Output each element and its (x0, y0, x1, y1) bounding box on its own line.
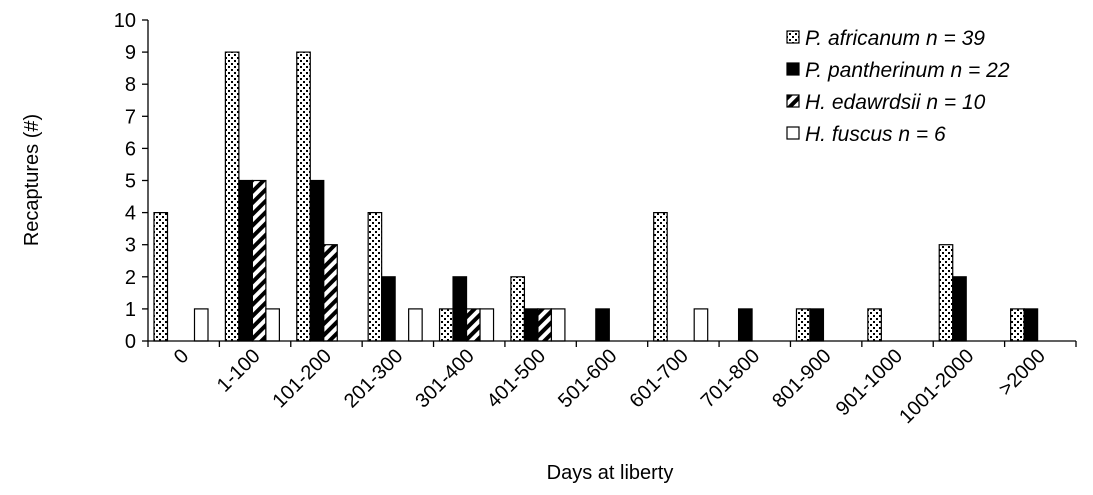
bar-h-edawrdsii-4 (465, 308, 481, 342)
y-tick-label: 2 (125, 267, 136, 289)
y-tick-label: 10 (114, 10, 136, 32)
bar-h-fuscus-3 (408, 308, 423, 342)
bar-p-africanum-5 (510, 276, 526, 342)
x-tick-label: 1001-2000 (895, 345, 978, 428)
legend: P. africanum n = 39 P. pantherinum n = 22… (786, 27, 1010, 146)
bar-h-edawrdsii-1 (251, 179, 267, 342)
bar-p-africanum-7 (653, 212, 668, 342)
x-tick-label: 701-800 (697, 345, 764, 412)
bar-h-fuscus-1 (265, 308, 280, 342)
legend-label: P. pantherinum n = 22 (805, 59, 1010, 82)
x-tick-label: 1-100 (213, 345, 265, 397)
bar-p-africanum-10 (867, 308, 882, 342)
y-axis-title: Recaptures (#) (21, 114, 43, 246)
legend-label: H. edawrdsii n = 10 (805, 91, 986, 114)
x-tick-label: 201-300 (340, 345, 407, 412)
y-tick-label: 7 (125, 106, 136, 128)
x-axis-title: Days at liberty (547, 462, 674, 484)
x-tick-label: 101-200 (269, 345, 336, 412)
bar-p-pantherinum-8 (737, 308, 753, 342)
bar-h-edawrdsii-2 (323, 244, 338, 342)
y-tick-label: 6 (125, 138, 136, 160)
y-tick-label: 4 (125, 203, 136, 225)
bar-p-pantherinum-5 (523, 308, 539, 342)
y-tick-label: 3 (125, 235, 136, 257)
x-tick-label: 601-700 (625, 345, 692, 412)
bar-p-africanum-11 (938, 244, 954, 342)
bar-h-fuscus-7 (693, 308, 709, 342)
x-tick-label: 801-900 (768, 345, 835, 412)
legend-label: P. africanum n = 39 (805, 27, 985, 50)
y-tick-label: 0 (125, 331, 136, 353)
x-tick-label: 501-600 (554, 345, 621, 412)
bar-p-africanum-2 (296, 51, 311, 342)
x-tick-label: >2000 (995, 345, 1050, 400)
bar-p-africanum-1 (224, 51, 240, 342)
bar-h-edawrdsii-5 (537, 308, 553, 342)
y-tick-label: 8 (125, 74, 136, 96)
bar-p-pantherinum-9 (809, 308, 825, 342)
bar-p-pantherinum-1 (238, 179, 253, 342)
bar-h-fuscus-4 (479, 308, 495, 342)
bar-p-africanum-4 (438, 308, 454, 342)
bar-p-africanum-9 (795, 308, 811, 342)
bar-p-africanum-12 (1010, 308, 1025, 342)
legend-swatch (786, 62, 800, 76)
bar-p-pantherinum-6 (595, 308, 610, 342)
bar-p-pantherinum-2 (309, 179, 325, 342)
x-tick-label: 301-400 (411, 345, 478, 412)
bar-p-pantherinum-3 (381, 276, 396, 342)
legend-swatch (786, 30, 800, 44)
y-tick-label: 5 (125, 171, 136, 193)
bar-p-pantherinum-4 (452, 276, 468, 342)
bar-p-pantherinum-12 (1023, 308, 1039, 342)
x-axis: 0 1-100 101-200 201-300 301-400 401-500 501-60… (147, 340, 1077, 428)
legend-swatch (786, 126, 800, 140)
bar-p-africanum-3 (367, 212, 383, 342)
bar-p-africanum-0 (153, 212, 169, 342)
y-axis: 0 1 2 3 4 5 6 7 8 9 10 (114, 10, 149, 353)
x-tick-label: 901-1000 (832, 345, 907, 420)
x-tick-label: 401-500 (483, 345, 550, 412)
x-tick-label: 0 (170, 345, 193, 368)
y-tick-label: 1 (125, 299, 136, 321)
bar-h-fuscus-0 (193, 308, 209, 342)
legend-label: H. fuscus n = 6 (805, 123, 946, 146)
legend-swatch (786, 94, 800, 108)
bar-h-fuscus-5 (550, 308, 566, 342)
bar-p-pantherinum-11 (952, 276, 967, 342)
y-tick-label: 9 (125, 42, 136, 64)
